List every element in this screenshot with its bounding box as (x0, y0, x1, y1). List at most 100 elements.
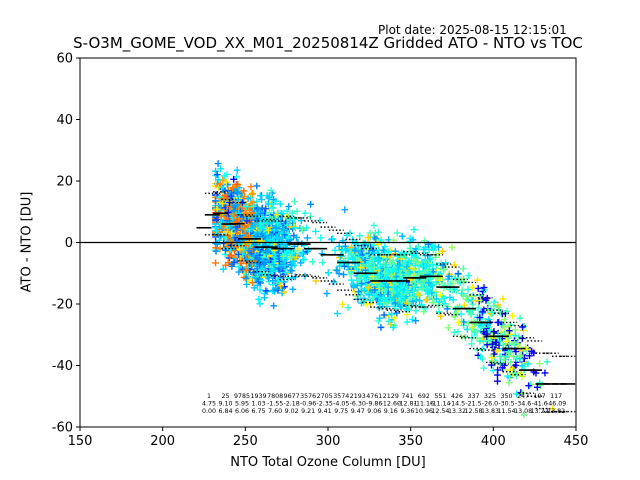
scatter-point (380, 288, 388, 295)
x-tick-label: 200 (150, 434, 175, 449)
scatter-point (384, 247, 392, 255)
scatter-point (465, 306, 473, 314)
scatter-point (360, 294, 368, 302)
bin-annotations: 1 25 9785 1939 7808 9677 3576 2705 3574 2193 4761 2… (202, 393, 566, 415)
scatter-point (480, 328, 488, 336)
scatter-point (425, 256, 433, 264)
scatter-point (230, 175, 238, 183)
scatter-point (398, 232, 406, 240)
scatter-point (250, 202, 257, 210)
scatter-point (335, 243, 343, 250)
bin-annotation: -2.18 (283, 400, 299, 407)
scatter-point (251, 274, 259, 282)
scatter-point (346, 270, 354, 278)
scatter-point (266, 267, 274, 275)
scatter-point (433, 261, 441, 269)
scatter-point (250, 257, 257, 265)
bin-annotation: 4.75 (202, 400, 216, 407)
scatter-point (404, 270, 412, 278)
scatter-point (455, 277, 462, 285)
x-tick-label: 400 (481, 434, 506, 449)
scatter-point (228, 230, 236, 237)
scatter-point (516, 351, 524, 359)
bin-annotation: 551 (434, 393, 446, 400)
scatter-point (224, 209, 232, 216)
y-axis-label: ATO - NTO [DU] (19, 191, 35, 293)
scatter-point (364, 234, 372, 242)
scatter-point (396, 301, 404, 308)
bin-annotation: 741 (401, 393, 413, 400)
bin-annotation: 5.95 (235, 400, 249, 407)
scatter-point (261, 294, 268, 302)
scatter-point (233, 201, 240, 209)
scatter-point (231, 202, 239, 210)
scatter-point (384, 299, 392, 307)
scatter-point (373, 255, 381, 263)
scatter-point (212, 244, 219, 252)
scatter-point (387, 294, 394, 302)
bin-annotation: 7.60 (268, 408, 282, 415)
scatter-point (490, 328, 498, 335)
bin-annotation: -9.86 (366, 400, 382, 407)
scatter-point (397, 296, 404, 304)
scatter-point (266, 209, 273, 217)
scatter-point (494, 301, 502, 309)
scatter-point (212, 220, 219, 228)
bin-annotation: 3576 (300, 393, 316, 400)
scatter-point (435, 308, 443, 316)
scatter-point (426, 255, 434, 263)
scatter-point (368, 246, 376, 254)
scatter-point (298, 225, 306, 233)
scatter-point (243, 217, 251, 225)
scatter-point (499, 364, 506, 372)
scatter-point (269, 204, 277, 212)
scatter-point (440, 295, 448, 302)
x-tick-label: 150 (68, 434, 93, 449)
scatter-point (356, 264, 364, 271)
scatter-point (452, 274, 459, 282)
x-axis: 150 200 250 300 350 400 450 (68, 427, 588, 449)
scatter-point (397, 255, 405, 263)
scatter-point (243, 281, 250, 288)
scatter-point (477, 353, 485, 361)
scatter-point (388, 272, 396, 279)
scatter-point (430, 299, 437, 306)
scatter-point (250, 269, 258, 277)
scatter-point (494, 377, 501, 385)
scatter-point (403, 311, 411, 318)
scatter-point (213, 171, 221, 178)
scatter-point (262, 287, 270, 295)
bin-annotation: 6.75 (252, 408, 266, 415)
scatter-point (236, 245, 243, 253)
scatter-point (371, 286, 379, 294)
scatter-point (278, 237, 286, 245)
scatter-point (401, 295, 409, 302)
bin-annotation: 9785 (234, 393, 250, 400)
scatter-point (242, 242, 250, 249)
scatter-point (364, 283, 372, 291)
scatter-point (219, 200, 226, 208)
scatter-point (474, 285, 482, 292)
scatter-point (473, 334, 481, 342)
scatter-point (525, 382, 533, 390)
scatter-point (332, 266, 340, 274)
scatter-point (504, 372, 512, 380)
scatter-point (454, 270, 462, 278)
scatter-point (402, 257, 410, 265)
y-tick-label: 60 (56, 52, 73, 67)
bin-annotation: 350 (501, 393, 513, 400)
scatter-point (350, 250, 358, 258)
scatter-point (223, 171, 231, 178)
scatter-point (216, 193, 223, 201)
scatter-point (512, 361, 520, 369)
scatter-point (459, 265, 467, 273)
scatter-point (243, 209, 250, 217)
scatter-point (365, 249, 373, 257)
scatter-point (494, 319, 502, 326)
bin-annotation: 1939 (251, 393, 267, 400)
scatter-point (258, 196, 265, 203)
scatter-point (312, 227, 319, 235)
scatter-point (277, 282, 285, 290)
bin-annotation: -34.6 (515, 400, 531, 407)
scatter-point (283, 207, 291, 215)
